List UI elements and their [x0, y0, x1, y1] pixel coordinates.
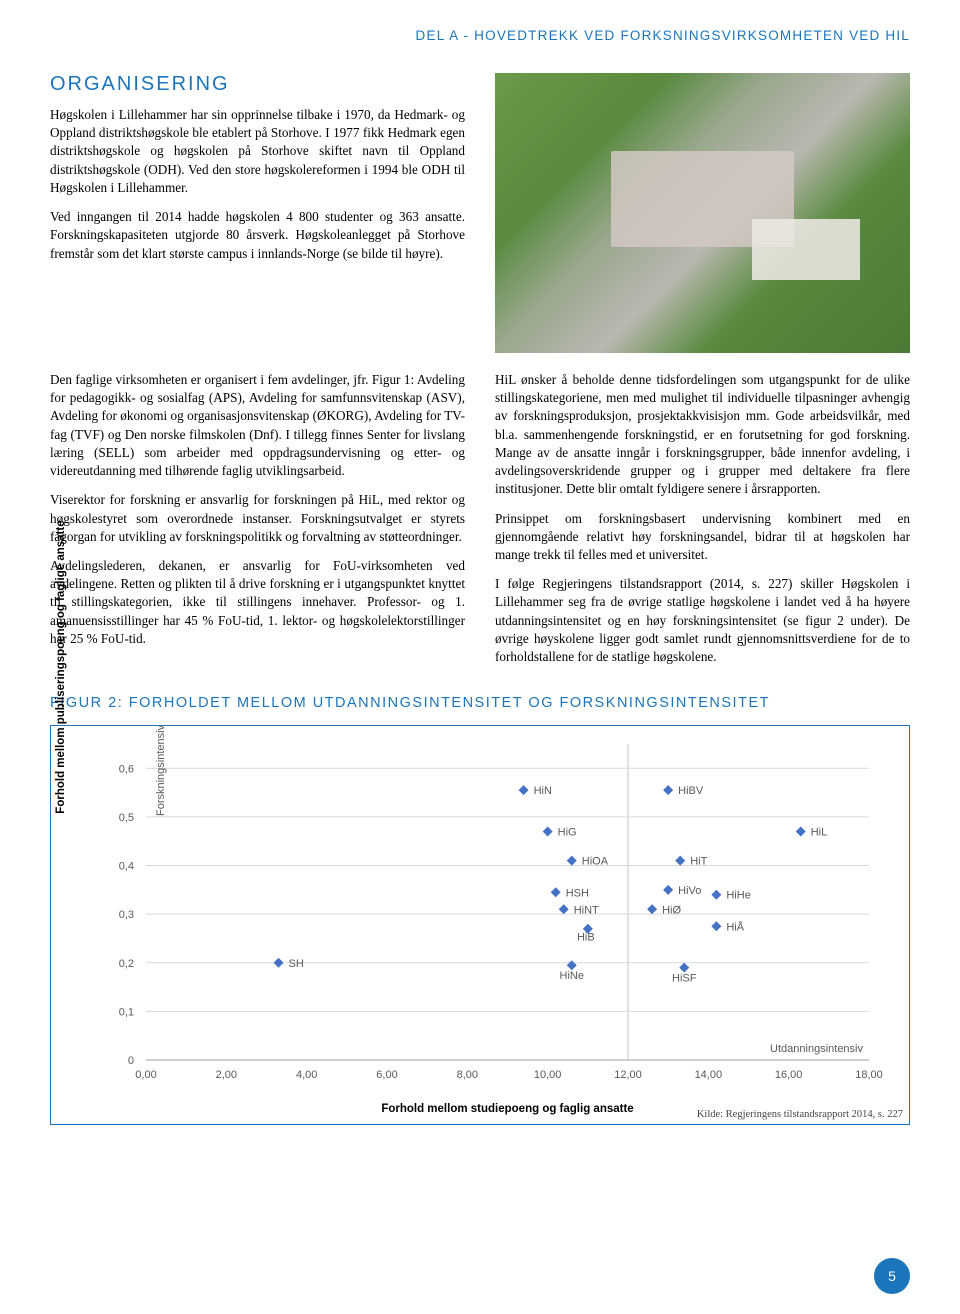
svg-text:8,00: 8,00	[457, 1069, 478, 1081]
svg-text:0,1: 0,1	[119, 1007, 134, 1019]
para: Avdelingslederen, dekanen, er ansvarlig …	[50, 557, 465, 648]
svg-text:0,6: 0,6	[119, 764, 134, 776]
svg-text:18,00: 18,00	[855, 1069, 883, 1081]
svg-text:0: 0	[128, 1055, 134, 1067]
para: I følge Regjeringens tilstandsrapport (2…	[495, 575, 910, 666]
scatter-chart: Forhold mellom publiseringspoeng og fagl…	[50, 725, 910, 1125]
para: Høgskolen i Lillehammer har sin opprinne…	[50, 106, 465, 197]
svg-text:HiNT: HiNT	[574, 905, 599, 917]
para: Ved inngangen til 2014 hadde høgskolen 4…	[50, 208, 465, 263]
svg-text:10,00: 10,00	[534, 1069, 562, 1081]
svg-text:0,4: 0,4	[119, 861, 134, 873]
svg-text:HSH: HSH	[566, 888, 589, 900]
section-title: ORGANISERING	[50, 73, 465, 96]
svg-text:14,00: 14,00	[695, 1069, 723, 1081]
right-column: HiL ønsker å beholde denne tidsfordeling…	[495, 371, 910, 677]
svg-text:HiHe: HiHe	[726, 890, 750, 902]
svg-text:Utdanningsintensiv: Utdanningsintensiv	[770, 1043, 863, 1055]
svg-text:0,00: 0,00	[135, 1069, 156, 1081]
figure-title: FIGUR 2: FORHOLDET MELLOM UTDANNINGSINTE…	[50, 695, 910, 711]
svg-text:HiT: HiT	[690, 856, 707, 868]
svg-text:HiØ: HiØ	[662, 905, 681, 917]
svg-text:HiVo: HiVo	[678, 885, 701, 897]
svg-text:2,00: 2,00	[216, 1069, 237, 1081]
svg-text:HiB: HiB	[577, 932, 595, 944]
svg-text:HiOA: HiOA	[582, 856, 609, 868]
svg-text:0,3: 0,3	[119, 909, 134, 921]
svg-text:HiBV: HiBV	[678, 785, 704, 797]
svg-text:4,00: 4,00	[296, 1069, 317, 1081]
svg-text:HiG: HiG	[558, 827, 577, 839]
aerial-photo	[495, 73, 910, 353]
svg-text:HiSF: HiSF	[672, 973, 697, 985]
svg-text:HiN: HiN	[534, 785, 552, 797]
para: Den faglige virksomheten er organisert i…	[50, 371, 465, 480]
svg-text:HiNe: HiNe	[560, 970, 584, 982]
svg-text:HiÅ: HiÅ	[726, 921, 744, 934]
chart-source: Kilde: Regjeringens tilstandsrapport 201…	[697, 1109, 903, 1120]
para: HiL ønsker å beholde denne tidsfordeling…	[495, 371, 910, 499]
svg-text:6,00: 6,00	[376, 1069, 397, 1081]
svg-text:12,00: 12,00	[614, 1069, 642, 1081]
svg-text:16,00: 16,00	[775, 1069, 803, 1081]
svg-text:Forhold mellom studiepoeng og: Forhold mellom studiepoeng og faglig ans…	[381, 1103, 633, 1115]
left-column: Den faglige virksomheten er organisert i…	[50, 371, 465, 677]
left-column-intro: Høgskolen i Lillehammer har sin opprinne…	[50, 106, 465, 263]
running-header: DEL A - HOVEDTREKK VED FORKSNINGSVIRKSOM…	[50, 28, 910, 43]
page-number-badge: 5	[874, 1258, 910, 1294]
svg-text:SH: SH	[289, 958, 304, 970]
para: Prinsippet om forskningsbasert undervisn…	[495, 510, 910, 565]
svg-text:HiL: HiL	[811, 827, 828, 839]
svg-text:0,5: 0,5	[119, 812, 134, 824]
para: Viserektor for forskning er ansvarlig fo…	[50, 491, 465, 546]
svg-text:Forskningsintensiv: Forskningsintensiv	[155, 726, 167, 816]
svg-text:0,2: 0,2	[119, 958, 134, 970]
